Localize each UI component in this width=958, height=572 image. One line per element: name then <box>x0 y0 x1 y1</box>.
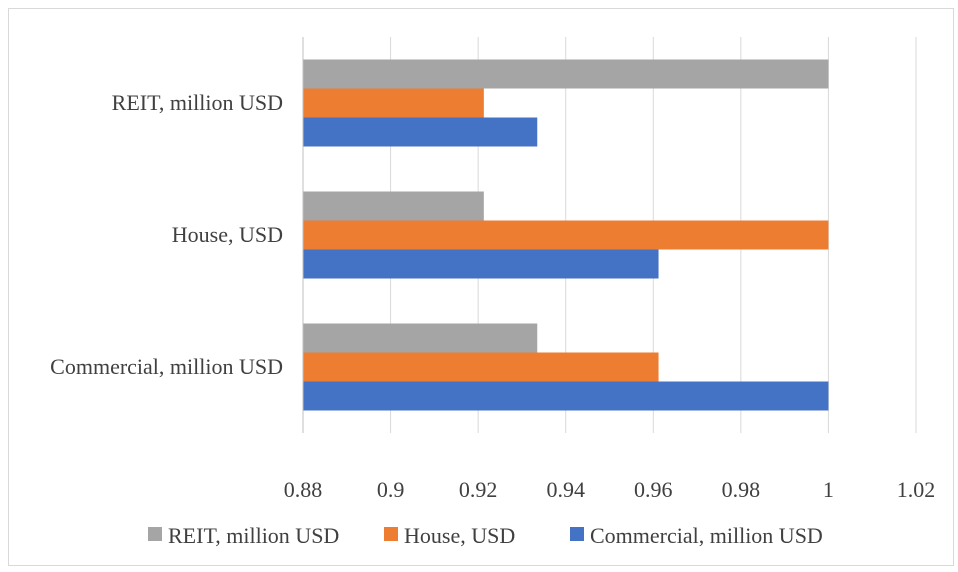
bar-commercial-commercial <box>303 381 829 411</box>
category-labels: REIT, million USD House, USD Commercial, m… <box>50 90 283 379</box>
legend-label: Commercial, million USD <box>590 523 823 548</box>
legend-label: House, USD <box>404 523 515 548</box>
category-label: House, USD <box>172 222 283 247</box>
category-label: Commercial, million USD <box>50 354 283 379</box>
bar-commercial-house <box>303 249 659 279</box>
legend: REIT, million USD House, USD Commercial, m… <box>148 523 823 548</box>
x-tick-label: 0.92 <box>459 477 498 502</box>
x-tick-label: 0.88 <box>284 477 323 502</box>
tick-labels: 0.88 0.9 0.92 0.94 0.96 0.98 1 1.02 <box>284 477 936 502</box>
legend-swatch <box>570 527 584 541</box>
x-tick-label: 1 <box>823 477 834 502</box>
x-tick-label: 0.94 <box>546 477 585 502</box>
legend-label: REIT, million USD <box>168 523 339 548</box>
bar-house-house <box>303 220 829 250</box>
legend-swatch <box>384 527 398 541</box>
bar-house-reit <box>303 88 484 118</box>
x-tick-label: 1.02 <box>897 477 936 502</box>
bar-reit-reit <box>303 59 829 89</box>
bar-reit-house <box>303 191 484 221</box>
bar-commercial-reit <box>303 117 538 147</box>
bar-reit-commercial <box>303 323 538 353</box>
legend-swatch <box>148 527 162 541</box>
x-tick-label: 0.98 <box>722 477 761 502</box>
bars <box>303 59 829 411</box>
x-tick-label: 0.96 <box>634 477 673 502</box>
bar-house-commercial <box>303 352 659 382</box>
category-label: REIT, million USD <box>112 90 283 115</box>
x-tick-label: 0.9 <box>377 477 405 502</box>
